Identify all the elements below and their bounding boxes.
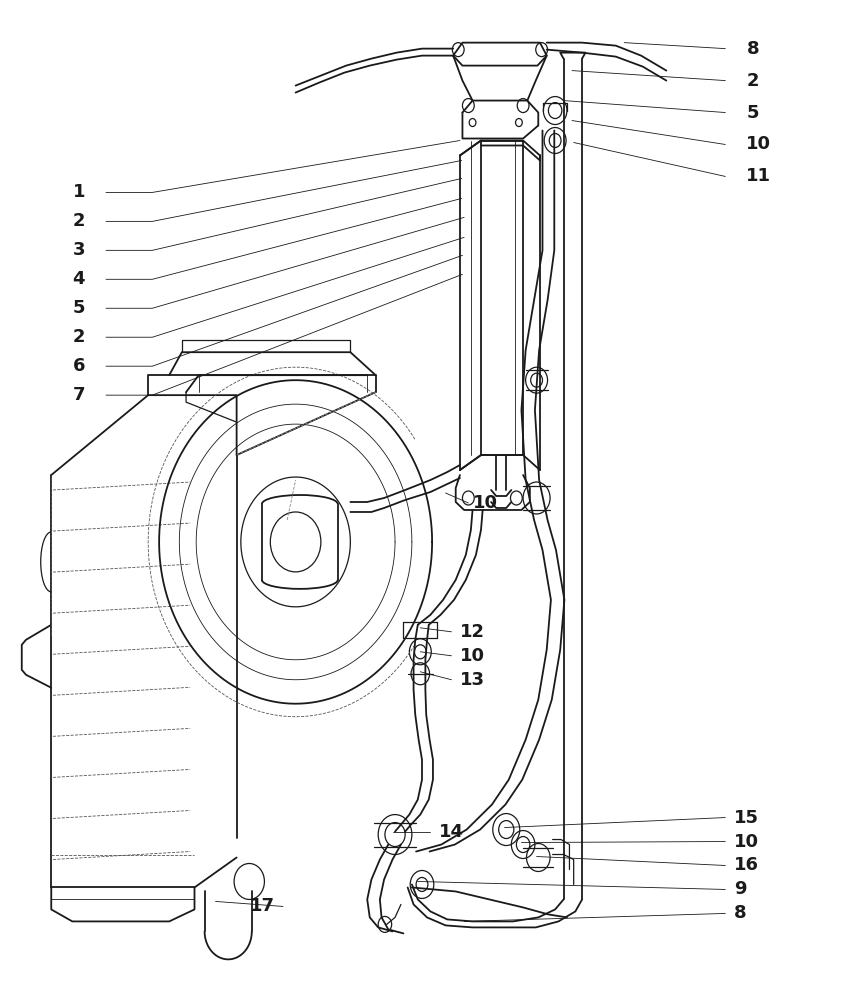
- Text: 2: 2: [73, 328, 85, 346]
- Text: 17: 17: [250, 897, 274, 915]
- Text: 10: 10: [473, 494, 498, 512]
- Text: 16: 16: [733, 856, 759, 874]
- Text: 5: 5: [73, 299, 85, 317]
- Text: 10: 10: [460, 647, 485, 665]
- Text: 10: 10: [733, 833, 759, 851]
- Text: 2: 2: [746, 72, 759, 90]
- Text: 7: 7: [73, 386, 85, 404]
- Text: 8: 8: [733, 904, 746, 922]
- Text: 13: 13: [460, 671, 485, 689]
- Text: 2: 2: [73, 212, 85, 230]
- Text: 10: 10: [746, 135, 771, 153]
- Text: 4: 4: [73, 270, 85, 288]
- Text: 9: 9: [733, 880, 746, 898]
- Text: 12: 12: [460, 623, 485, 641]
- Text: 15: 15: [733, 809, 759, 827]
- Text: 11: 11: [746, 167, 771, 185]
- Text: 14: 14: [439, 823, 464, 841]
- Text: 3: 3: [73, 241, 85, 259]
- Text: 1: 1: [73, 183, 85, 201]
- Text: 8: 8: [746, 40, 759, 58]
- Text: 5: 5: [746, 104, 759, 122]
- Text: 6: 6: [73, 357, 85, 375]
